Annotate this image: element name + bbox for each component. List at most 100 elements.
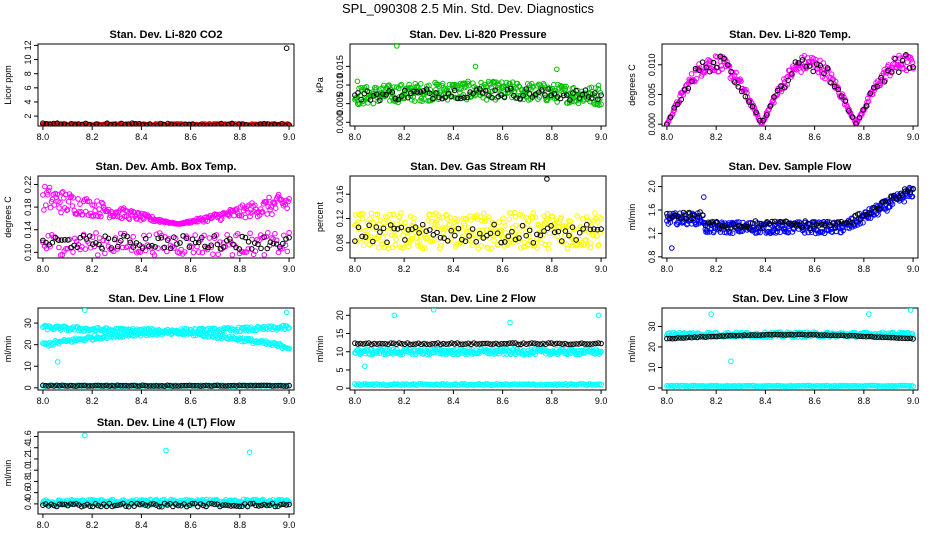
data-point — [77, 201, 83, 207]
data-point — [473, 341, 480, 347]
data-point — [584, 221, 590, 228]
data-point — [597, 90, 604, 96]
data-point — [446, 341, 452, 347]
data-point — [666, 335, 673, 342]
data-point — [43, 121, 50, 126]
y-tick-label: 0.8 — [647, 251, 657, 264]
y-tick-label: 15 — [335, 329, 345, 339]
data-point — [131, 382, 137, 389]
data-point — [544, 96, 551, 103]
data-point — [729, 230, 736, 236]
data-point — [735, 84, 742, 90]
data-point — [364, 88, 371, 94]
data-point — [448, 340, 455, 346]
data-point — [114, 382, 121, 389]
data-point — [389, 89, 396, 95]
x-tick-label: 9.0 — [283, 132, 296, 142]
x-tick-label: 8.8 — [546, 396, 559, 406]
data-point — [54, 120, 61, 126]
y-axis-label: ml/min — [627, 204, 637, 231]
data-point — [832, 332, 839, 339]
data-point — [389, 94, 395, 101]
data-point — [589, 231, 596, 238]
data-point — [427, 227, 433, 233]
data-point — [103, 503, 110, 510]
data-point — [54, 382, 60, 389]
data-point — [755, 332, 762, 339]
data-point — [193, 219, 199, 225]
data-point — [150, 123, 157, 126]
data-point — [871, 84, 877, 91]
data-point — [261, 382, 268, 389]
x-tick-label: 9.0 — [907, 264, 920, 274]
data-point — [821, 222, 828, 229]
data-point — [548, 92, 555, 99]
data-point — [874, 334, 880, 341]
x-tick-label: 8.8 — [858, 396, 871, 406]
data-point — [87, 503, 93, 509]
data-point — [483, 88, 489, 94]
data-point — [534, 245, 541, 251]
data-point — [494, 242, 501, 248]
data-point — [225, 383, 231, 389]
data-point — [584, 341, 591, 347]
y-axis-label: degrees C — [627, 64, 637, 106]
data-point — [540, 340, 546, 347]
data-point — [871, 205, 878, 211]
data-point — [763, 331, 770, 338]
data-point — [63, 246, 69, 252]
x-tick-label: 8.8 — [546, 264, 559, 274]
data-point — [543, 341, 549, 348]
data-point — [727, 75, 734, 81]
data-point — [507, 340, 513, 347]
data-point — [245, 246, 252, 252]
data-point — [387, 225, 394, 232]
data-point — [286, 196, 292, 202]
y-axis-label: ml/min — [315, 336, 325, 363]
data-point — [703, 383, 709, 389]
series-reference — [352, 340, 604, 348]
data-point — [485, 214, 492, 220]
data-point — [546, 381, 553, 388]
data-point — [774, 228, 781, 235]
data-point — [67, 501, 74, 507]
data-point — [143, 122, 150, 126]
data-point — [171, 245, 177, 251]
data-point — [505, 233, 512, 240]
data-point — [225, 212, 232, 218]
data-point — [402, 87, 408, 94]
data-point — [105, 235, 112, 242]
data-point — [51, 383, 57, 389]
x-tick-label: 8.8 — [234, 520, 247, 530]
data-point — [197, 122, 203, 126]
data-point — [60, 189, 66, 195]
data-point — [501, 243, 508, 249]
x-tick-label: 8.0 — [37, 264, 50, 274]
data-point — [352, 340, 358, 347]
data-point — [437, 242, 444, 249]
data-point — [150, 383, 157, 389]
data-point — [877, 206, 883, 212]
data-point — [828, 80, 834, 86]
data-point — [367, 97, 374, 103]
data-point — [222, 122, 228, 126]
data-point — [175, 122, 182, 126]
data-point — [75, 196, 81, 202]
data-point — [94, 198, 100, 204]
data-point — [183, 382, 190, 389]
data-point — [583, 214, 590, 220]
data-point — [42, 382, 49, 389]
data-point — [877, 82, 883, 89]
data-point — [868, 333, 875, 340]
data-point — [744, 332, 750, 339]
data-point — [417, 233, 423, 239]
data-point — [433, 90, 439, 96]
data-point — [286, 122, 292, 126]
data-point — [355, 224, 362, 231]
data-point — [598, 101, 604, 108]
data-point — [451, 219, 458, 225]
data-point — [100, 237, 106, 244]
outlier-point — [728, 358, 734, 365]
data-point — [692, 221, 699, 228]
data-point — [476, 86, 483, 92]
